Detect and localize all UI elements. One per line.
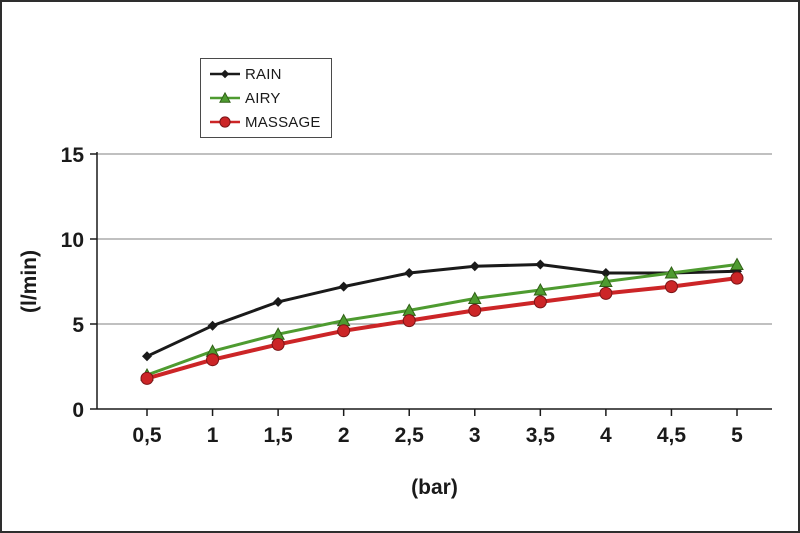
diamond-marker-icon [273,296,284,307]
diamond-marker-icon [535,259,546,270]
x-tick-label: 1,5 [264,424,294,447]
triangle-marker-icon [533,282,548,296]
circle-marker-icon [468,303,482,317]
circle-marker-icon [599,286,613,300]
circle-marker-icon [337,324,351,338]
diamond-marker-icon [338,281,349,292]
legend-item-rain: RAIN [209,64,321,84]
x-tick-label: 3 [469,424,481,447]
triangle-marker-icon [599,274,613,287]
x-tick-label: 3,5 [526,424,556,447]
legend-item-airy: AIRY [209,88,321,108]
diamond-marker-icon [469,261,480,272]
y-tick-label: 5 [72,314,84,337]
circle-marker-icon [271,337,285,351]
circle-marker-icon [664,280,678,294]
circle-marker-icon [206,353,220,367]
legend-label: AIRY [245,89,281,107]
circle-marker-icon [140,371,154,385]
y-axis-title: (l/min) [18,250,41,313]
legend-swatch-icon [210,116,240,128]
diamond-marker-icon [207,320,218,331]
x-tick-label: 5 [731,424,743,447]
legend: RAIN AIRY MASSAGE [200,58,332,138]
x-tick-label: 2 [338,424,350,447]
triangle-marker-icon [664,265,679,279]
x-tick-label: 4,5 [657,424,687,447]
diamond-marker-icon [142,351,152,362]
y-tick-label: 0 [72,399,84,422]
x-tick-label: 2,5 [395,424,425,447]
x-axis-title: (bar) [411,476,458,499]
y-tick-label: 15 [61,144,85,167]
legend-label: RAIN [245,65,282,83]
circle-marker-icon [730,271,744,285]
triangle-marker-icon [467,291,482,304]
series-line-rain [145,263,739,358]
x-tick-label: 1 [207,424,219,447]
series-line-airy [145,263,739,377]
x-tick-label: 4 [600,424,612,447]
legend-swatch-icon [210,69,240,79]
diamond-marker-icon [404,268,415,278]
circle-marker-icon [402,314,416,328]
diamond-marker-icon [600,268,611,278]
triangle-marker-icon [219,91,231,103]
triangle-marker-icon [730,257,744,270]
x-tick-label: 0,5 [132,424,162,447]
legend-item-massage: MASSAGE [209,112,321,132]
legend-label: MASSAGE [245,113,321,131]
series-line-massage [145,276,739,381]
diamond-marker-icon [220,69,230,79]
y-tick-label: 10 [61,229,84,252]
circle-marker-icon [219,116,231,128]
circle-marker-icon [533,295,547,309]
legend-swatch-icon [210,91,240,103]
